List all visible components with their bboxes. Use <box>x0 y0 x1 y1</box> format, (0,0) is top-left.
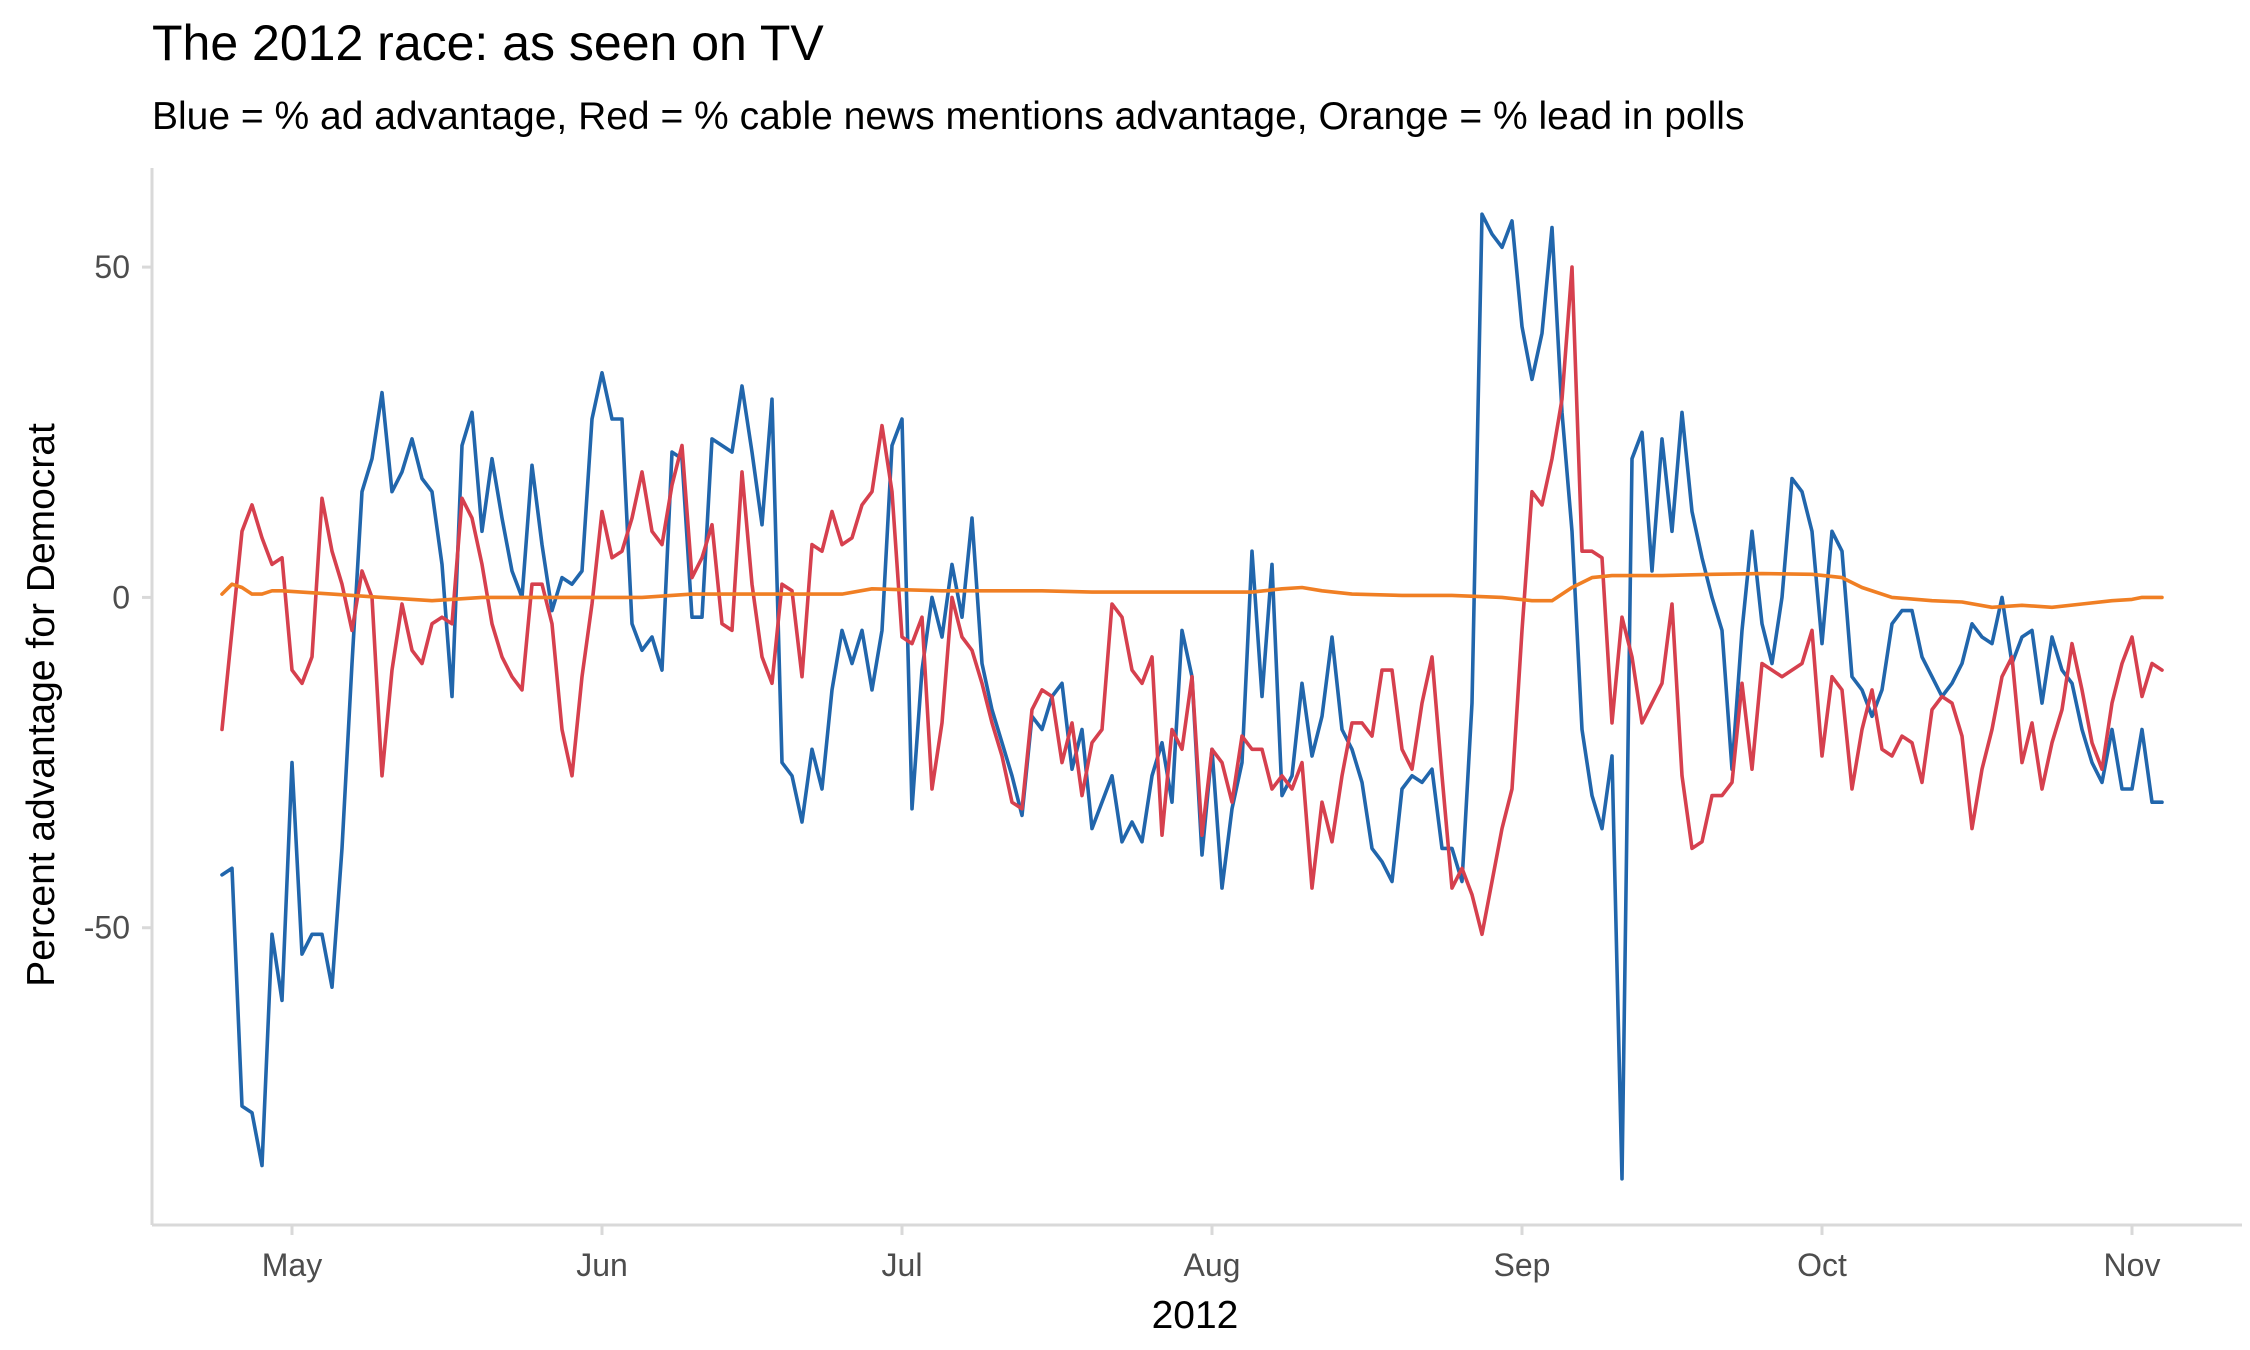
y-axis-ticks: 50 0 -50 <box>84 249 152 946</box>
x-tick-label: Aug <box>1184 1247 1241 1283</box>
chart-subtitle: Blue = % ad advantage, Red = % cable new… <box>152 95 1744 138</box>
x-tick-label: Jun <box>576 1247 628 1283</box>
cable-news-series-line <box>220 265 2164 937</box>
x-axis-ticks: May Jun Jul Aug Sep Oct Nov <box>262 1225 2161 1283</box>
poll-lead-series-line <box>220 571 2164 610</box>
x-tick-label: Oct <box>1797 1247 1847 1283</box>
series-layer <box>220 212 2164 1181</box>
y-tick-label: 0 <box>112 579 130 615</box>
y-axis-title: Percent advantage for Democrat <box>20 423 63 987</box>
x-tick-label: Nov <box>2104 1247 2161 1283</box>
y-tick-label: 50 <box>94 249 130 285</box>
x-tick-label: Sep <box>1494 1247 1551 1283</box>
plot-area: 50 0 -50 May Jun Jul Aug Sep Oct Nov <box>84 168 2242 1283</box>
x-tick-label: May <box>262 1247 322 1283</box>
x-tick-label: Jul <box>882 1247 923 1283</box>
chart-title: The 2012 race: as seen on TV <box>152 15 824 71</box>
x-axis-title: 2012 <box>1152 1294 1239 1337</box>
y-tick-label: -50 <box>84 910 130 946</box>
